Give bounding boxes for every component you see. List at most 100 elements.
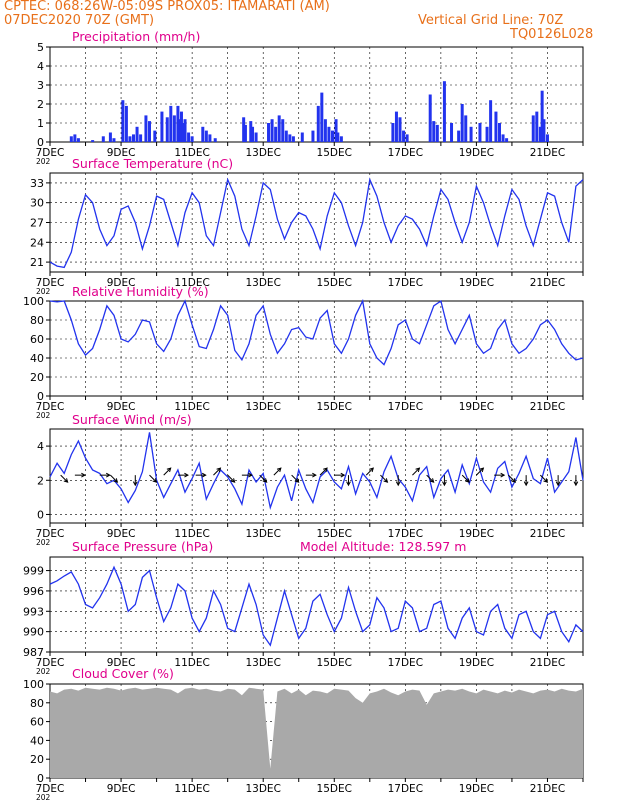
precip-bar [320,92,324,142]
precip-bar [112,138,116,142]
wind-arrow-head [523,481,529,487]
temp-xtick-label: 7DEC [36,277,65,289]
wind-arrow-head [216,467,222,473]
precip-bar [121,100,125,142]
precip-bar [501,134,505,142]
wind-arrow-head [573,481,579,487]
precip-xtick-label: 17DEC [388,147,423,159]
wind-arrow [149,474,157,483]
precip-bar [267,123,271,142]
rh-ytick-label: 40 [30,352,44,365]
wind-series-line [49,432,584,511]
pressure-xtick-label: 17DEC [388,657,423,669]
temp-ytick-label: 24 [30,236,44,249]
precip-ytick-label: 5 [37,41,44,54]
wind-arrow-head [323,467,328,473]
pressure-xtick-label: 11DEC [174,657,209,669]
pressure-frame [49,556,584,653]
wind-arrow-head [543,478,549,483]
precip-bar [402,130,406,142]
temp-year-stub: 202 [36,287,51,296]
pressure-xtick-label: 9DEC [107,657,136,669]
precip-bar [469,126,473,142]
temp-ytick-label: 33 [30,177,44,190]
precip-ytick-label: 1 [37,117,44,130]
cloud-xtick-label: 15DEC [317,783,352,795]
cloud-title: Cloud Cover (%) [72,666,174,681]
wind-arrow-head [81,472,86,478]
precip-bar [284,130,288,142]
precip-bar [274,126,278,142]
precip-bar [291,136,295,142]
cloud-xtick-label: 19DEC [459,783,494,795]
cloud-xtick-label: 11DEC [174,783,209,795]
temp-xtick-label: 13DEC [245,277,280,289]
precip-bar [178,119,182,142]
wind-arrow-head [276,467,282,473]
wind-xtick-label: 11DEC [174,528,209,540]
temp-xtick-label: 11DEC [174,277,209,289]
precip-xtick-label: 21DEC [530,147,565,159]
wind-arrow [213,467,221,476]
wind-arrow-head [369,467,374,473]
rh-ytick-label: 100 [23,295,44,308]
wind-arrow [540,474,548,483]
precip-bar [204,130,208,142]
precip-bar [300,132,304,142]
panel-cloud: 0 20 40 60 80 100 7DEC 9DEC 11DEC 13DEC 15DEC 17DEC… [23,666,584,800]
precip-bar [497,123,501,142]
wind-arrow [476,467,484,476]
wind-arrow [273,467,282,476]
rh-ytick-label: 80 [30,314,44,327]
wind-arrow [380,474,388,483]
precip-bar [73,134,77,142]
wind-arrow [259,474,268,483]
wind-arrow [319,467,328,476]
precip-title: Precipitation (mm/h) [72,29,200,44]
cloud-ytick-label: 20 [30,753,44,766]
precip-bar [132,134,136,142]
wind-arrow-head [442,481,447,487]
precip-bar [91,140,95,142]
precip-xtick-label: 15DEC [317,147,352,159]
precip-bar [288,134,292,142]
temp-ytick-label: 30 [30,197,44,210]
precip-bar [432,121,436,142]
precip-bar [254,132,258,142]
precip-bar [201,126,205,142]
precip-bar [327,126,331,142]
precip-xtick-label: 7DEC [36,147,65,159]
cloud-ytick-label: 100 [23,678,44,691]
pressure-series-line [49,565,584,647]
rh-frame [49,300,584,397]
precip-bar [169,105,173,142]
wind-arrow-head [500,472,506,478]
panel-temp: 21 24 27 30 33 7DEC 9DEC 11DEC 13DEC 15DEC 17DEC 19… [30,156,584,296]
precip-bar [494,111,498,142]
precip-bar [124,105,128,142]
precip-bar [460,104,464,142]
wind-arrow-head [340,472,346,478]
temp-xtick-label: 19DEC [459,277,494,289]
pressure-ytick-label: 987 [23,646,44,659]
pressure-ytick-label: 990 [23,626,44,639]
precip-year-stub: 202 [36,157,51,166]
precip-bar [428,94,432,142]
precip-bar [213,138,217,142]
cloud-ytick-label: 0 [37,772,44,785]
wind-arrow-head [395,481,401,487]
wind-xtick-label: 9DEC [107,528,136,540]
rh-series-line [49,298,584,366]
temp-series-line [49,177,584,269]
wind-arrow-head [312,472,317,478]
cloud-ytick-label: 80 [30,697,44,710]
wind-arrow [365,467,374,476]
precip-bar [187,132,191,142]
precip-bar [531,115,535,142]
wind-arrow [461,474,470,483]
precip-bar [311,130,315,142]
wind-arrow-head [346,481,351,487]
wind-arrow-head [555,481,561,487]
rh-xtick-label: 21DEC [530,401,565,413]
